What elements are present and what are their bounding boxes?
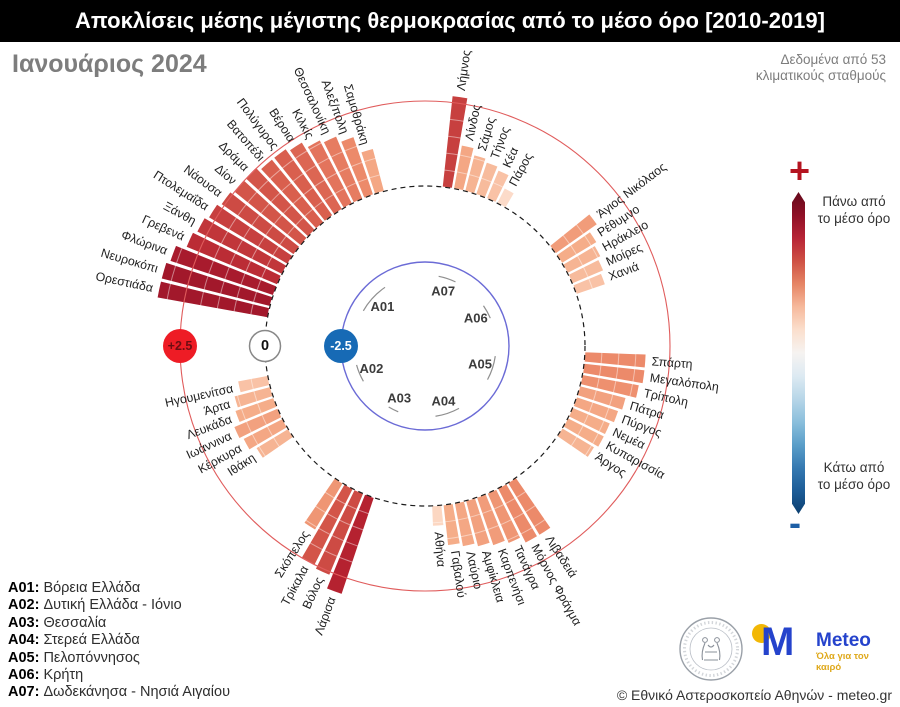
station-bar <box>497 483 539 544</box>
meteo-logo: M Meteo Όλα για τον καιρό <box>752 620 892 678</box>
region-legend-item: A07: Δωδεκάνησα - Νησιά Αιγαίου <box>8 684 230 701</box>
region-tick-arc <box>486 356 496 380</box>
station-bar <box>464 154 487 195</box>
station-bar <box>322 135 364 204</box>
region-code-label: A05 <box>468 357 492 372</box>
region-legend-item: A06: Κρήτη <box>8 667 230 684</box>
colorbar-gradient <box>792 192 805 514</box>
svg-text:-2.5: -2.5 <box>330 339 352 353</box>
region-code-label: A03 <box>387 390 411 405</box>
region-code: A04: <box>8 632 40 649</box>
station-label: Ορεστιάδα <box>94 269 154 295</box>
region-code-label: A02 <box>360 361 384 376</box>
meteo-logo-dot-icon <box>752 624 771 643</box>
station-bar <box>306 139 353 209</box>
scale-marker-minus: -2.5 <box>324 329 358 363</box>
station-bar <box>207 203 294 265</box>
colorbar-below-average-label: Κάτω από το μέσο όρο <box>817 460 891 492</box>
region-code: A07: <box>8 684 40 701</box>
region-code-label: A06 <box>464 311 488 326</box>
grid-ring <box>230 151 620 541</box>
title-bar: Αποκλίσεις μέσης μέγιστης θερμοκρασίας α… <box>0 0 900 42</box>
region-tick-arc <box>438 275 456 283</box>
region-legend-item: A02: Δυτική Ελλάδα - Ιόνιο <box>8 597 230 614</box>
stations-count-note: Δεδομένα από 53 κλιματικούς σταθμούς <box>755 52 886 83</box>
station-bar <box>160 261 274 308</box>
station-bar <box>237 374 271 394</box>
page-title: Αποκλίσεις μέσης μέγιστης θερμοκρασίας α… <box>75 8 825 33</box>
svg-text:+2.5: +2.5 <box>168 339 193 353</box>
region-tick-arc <box>435 407 460 417</box>
station-bar <box>242 418 288 451</box>
region-tick-arc <box>355 364 364 382</box>
minus-2-5-ring <box>340 261 510 431</box>
region-tick-arc <box>362 286 386 312</box>
region-name: Θεσσαλία <box>43 614 107 631</box>
station-bar <box>549 213 599 255</box>
colorbar-above-average-label: Πάνω από το μέσο όρο <box>817 194 891 226</box>
scale-marker-plus: +2.5 <box>163 329 197 363</box>
station-label: Σπάρτη <box>651 354 693 371</box>
region-tick-arc <box>388 406 399 413</box>
copyright-line: © Εθνικό Αστεροσκοπείο Αθηνών - meteo.gr <box>616 687 892 703</box>
region-code: A02: <box>8 597 40 614</box>
region-code: A06: <box>8 667 40 684</box>
region-name: Δωδεκάνησα - Νησιά Αιγαίου <box>43 684 231 701</box>
station-bar <box>567 258 605 285</box>
region-name: Πελοπόννησος <box>43 649 140 666</box>
colorbar-minus-sign: - <box>789 502 801 543</box>
station-bar <box>453 500 476 548</box>
regions-legend: A01: Βόρεια Ελλάδα A02: Δυτική Ελλάδα - Ιό… <box>8 580 230 702</box>
region-legend-item: A01: Βόρεια Ελλάδα <box>8 580 230 597</box>
station-bar <box>475 161 499 199</box>
region-name: Κρήτη <box>43 667 84 684</box>
grid-ring <box>213 134 637 558</box>
region-name: Δυτική Ελλάδα - Ιόνιο <box>43 597 182 614</box>
region-legend-item: A03: Θεσσαλία <box>8 615 230 632</box>
region-legend-item: A04: Στερεά Ελλάδα <box>8 632 230 649</box>
month-label: Ιανουάριος 2024 <box>12 50 207 78</box>
station-bar <box>259 158 325 230</box>
region-legend-item: A05: Πελοπόννησος <box>8 650 230 667</box>
station-bar <box>233 407 283 440</box>
region-name: Βόρεια Ελλάδα <box>43 580 141 596</box>
station-bar <box>303 477 344 531</box>
region-code-label: A01 <box>370 299 394 314</box>
zero-ring <box>264 185 586 507</box>
station-bar <box>556 427 596 459</box>
meteo-logo-name: Meteo <box>816 630 871 651</box>
region-code-label: A04 <box>432 393 457 408</box>
station-bar <box>220 191 301 256</box>
meteo-logo-tagline: Όλα για τον καιρό <box>816 651 869 673</box>
grid-ring <box>247 168 603 524</box>
scale-marker-zero: 0 <box>248 329 282 363</box>
meteo-logo-monogram: M <box>761 620 795 664</box>
station-bar <box>579 374 640 399</box>
station-label: Γαβαλού <box>448 550 469 599</box>
region-name: Στερεά Ελλάδα <box>43 632 140 649</box>
region-code: A05: <box>8 649 40 666</box>
station-bar <box>562 417 605 448</box>
region-code: A01: <box>8 580 40 596</box>
colorbar-plus-sign: + <box>789 150 811 191</box>
station-label: Αθήνα <box>432 531 449 567</box>
station-bar <box>576 385 627 411</box>
region-code: A03: <box>8 614 40 631</box>
region-tick-arc <box>482 305 491 319</box>
noa-observatory-seal <box>679 617 743 681</box>
station-label: Λήμνος <box>454 49 474 92</box>
svg-text:0: 0 <box>261 338 269 354</box>
station-bar <box>465 497 491 548</box>
region-code-label: A07 <box>431 283 455 298</box>
